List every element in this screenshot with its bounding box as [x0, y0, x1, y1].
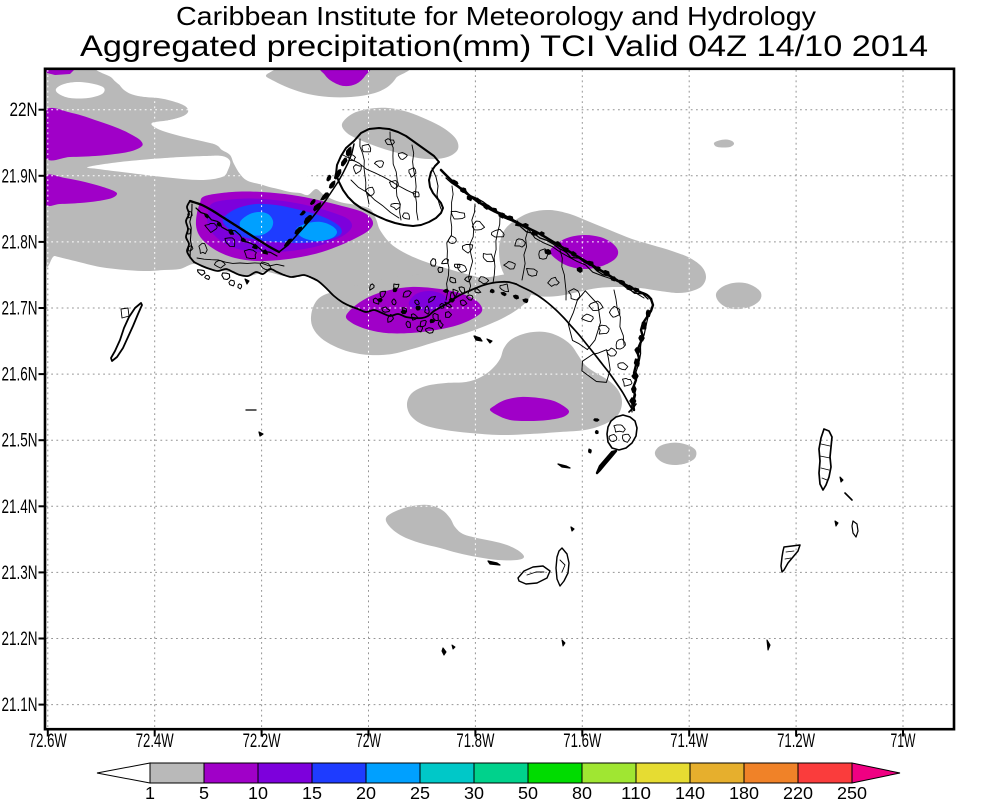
- svg-text:15: 15: [302, 783, 322, 800]
- svg-text:71.6W: 71.6W: [563, 731, 601, 752]
- svg-text:21.9N: 21.9N: [2, 166, 38, 187]
- svg-text:22N: 22N: [10, 100, 38, 121]
- svg-text:21.3N: 21.3N: [2, 563, 38, 584]
- svg-text:21.7N: 21.7N: [2, 299, 38, 320]
- svg-text:71W: 71W: [891, 731, 916, 752]
- svg-text:30: 30: [464, 783, 484, 800]
- svg-text:71.4W: 71.4W: [670, 731, 708, 752]
- svg-text:110: 110: [621, 783, 651, 800]
- svg-text:Aggregated precipitation(mm) T: Aggregated precipitation(mm) TCI Valid 0…: [80, 30, 928, 63]
- svg-text:21.8N: 21.8N: [2, 232, 38, 253]
- svg-text:10: 10: [248, 783, 268, 800]
- svg-text:72W: 72W: [356, 731, 381, 752]
- svg-text:Caribbean Institute for Meteor: Caribbean Institute for Meteorology and …: [176, 1, 816, 31]
- svg-text:20: 20: [356, 783, 376, 800]
- svg-text:72.4W: 72.4W: [136, 731, 174, 752]
- svg-text:25: 25: [410, 783, 430, 800]
- svg-text:72.2W: 72.2W: [243, 731, 281, 752]
- svg-text:220: 220: [783, 783, 813, 800]
- svg-text:50: 50: [518, 783, 538, 800]
- svg-text:21.5N: 21.5N: [2, 431, 38, 452]
- svg-text:21.2N: 21.2N: [2, 629, 38, 650]
- svg-text:1: 1: [145, 783, 155, 800]
- svg-text:5: 5: [199, 783, 209, 800]
- svg-text:71.8W: 71.8W: [456, 731, 494, 752]
- svg-text:21.1N: 21.1N: [2, 695, 38, 716]
- svg-text:21.4N: 21.4N: [2, 497, 38, 518]
- svg-text:71.2W: 71.2W: [777, 731, 815, 752]
- svg-text:250: 250: [837, 783, 867, 800]
- svg-text:180: 180: [729, 783, 759, 800]
- svg-text:72.6W: 72.6W: [29, 731, 67, 752]
- svg-text:21.6N: 21.6N: [2, 365, 38, 386]
- svg-text:140: 140: [675, 783, 705, 800]
- svg-text:80: 80: [572, 783, 592, 800]
